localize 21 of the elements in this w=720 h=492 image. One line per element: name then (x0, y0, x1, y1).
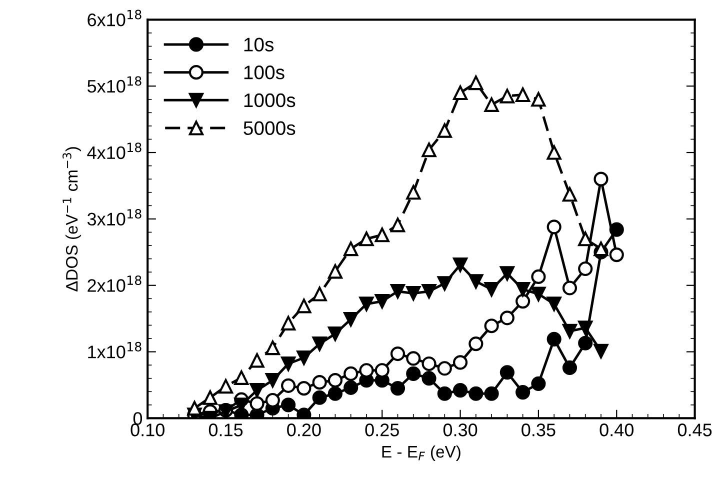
y-tick-label: 1x10$^{18}$ (88, 342, 142, 358)
legend-label: 10s (244, 38, 274, 52)
x-tick-label: 0.15 (208, 424, 243, 436)
legend-label: 1000s (244, 93, 296, 108)
x-tick-label: 0.45 (678, 424, 712, 436)
y-tick-label: 2x10$^{18}$ (88, 275, 142, 292)
y-tick-label: 6x10$^{18}$ (88, 10, 142, 26)
legend-label: 5000s (244, 121, 296, 136)
y-tick-label: 4x10$^{18}$ (87, 142, 142, 160)
y-tick-label: 3x10$^{18}$ (87, 209, 142, 226)
x-tick-label: 0.30 (443, 424, 478, 436)
y-tick-label: 5x10$^{18}$ (87, 76, 142, 93)
x-tick-label: 0.25 (365, 424, 399, 436)
x-tick-label: 0.20 (287, 424, 321, 436)
x-tick-label: 0.40 (600, 424, 634, 436)
y-axis-title: ΔDOS (eV$^{−1}$ cm$^{−3}$) (62, 147, 82, 292)
x-tick-label: 0.10 (130, 424, 164, 436)
x-tick-label: 0.35 (522, 424, 556, 436)
x-axis-title: E - E$_{F}$ (eV) (382, 445, 460, 461)
y-tick-label: 0 (133, 412, 142, 425)
legend-label: 100s (244, 66, 284, 80)
